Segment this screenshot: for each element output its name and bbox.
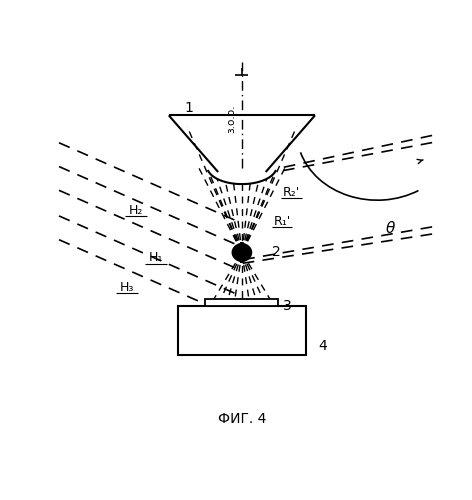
Bar [205,299,278,306]
Text: 1: 1 [185,101,194,115]
Text: R₂': R₂' [283,186,300,198]
Text: H₁: H₁ [149,252,163,264]
Text: R₁': R₁' [273,215,291,228]
Polygon shape [232,244,252,262]
Text: 2: 2 [272,246,281,260]
Text: з.о.о.: з.о.о. [226,104,236,133]
Text: ФИГ. 4: ФИГ. 4 [218,412,266,426]
Text: θ: θ [385,221,395,236]
Text: 3: 3 [283,298,292,312]
Text: H₃: H₃ [119,281,134,294]
Bar [178,306,306,355]
Text: H₂: H₂ [129,204,143,217]
Text: 4: 4 [318,339,327,353]
